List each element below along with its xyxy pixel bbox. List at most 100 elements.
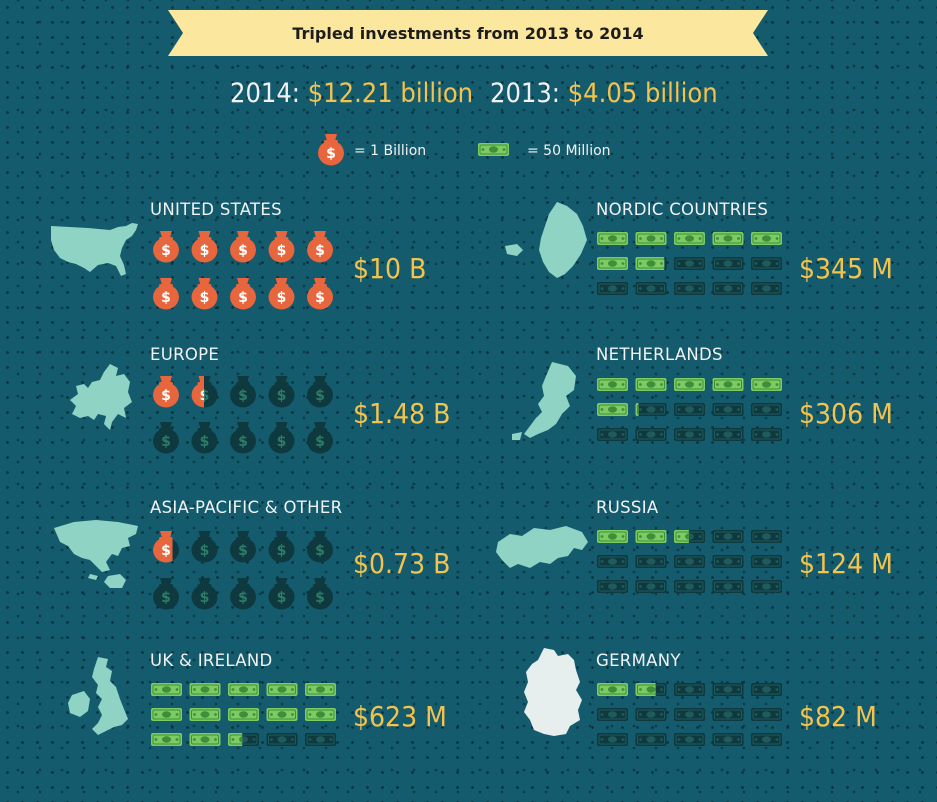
svg-text:$: $: [315, 290, 325, 306]
banknote-icon-germany-8: [674, 708, 705, 721]
banknote-icon-uk-ireland-9: [266, 708, 298, 721]
money-bag-icon-united-states-3: $$: [230, 231, 256, 263]
svg-text:$: $: [161, 590, 171, 606]
svg-text:$: $: [200, 388, 210, 404]
banknote-icon-germany-5: [751, 683, 782, 696]
banknote-icon-nordic-countries-4: [712, 232, 744, 245]
total-2013-year: 2013:: [490, 78, 560, 109]
germany-map-icon: [524, 648, 582, 736]
banknote-icon-russia-11: [597, 580, 628, 593]
banknote-icon-nordic-countries-15: [751, 282, 782, 295]
money-bag-icon-asia-pacific-other-3: $: [230, 531, 256, 563]
banknote-icon-germany-4: [712, 683, 744, 696]
money-bag-icon-europe-7: $: [191, 422, 218, 454]
money-bag-icon-asia-pacific-other-8: $: [230, 578, 256, 610]
banknote-icon-germany-14: [712, 733, 744, 746]
total-2014: 2014: $12.21 billion: [230, 78, 473, 109]
banknote-icon-russia-12: [635, 580, 667, 593]
svg-text:$: $: [161, 434, 171, 450]
legend-banknote-icon: [478, 143, 509, 156]
money-bag-icon-europe-5: $: [307, 376, 333, 408]
banknote-icon-nordic-countries-1: [597, 232, 628, 245]
banknote-icon-netherlands-10: [751, 403, 782, 416]
banknote-icon-russia-7: [635, 555, 667, 568]
banknote-icon-nordic-countries-5: [751, 232, 782, 245]
banknote-icon-nordic-countries-3: [674, 232, 705, 245]
value-label-germany: $82 M: [799, 700, 877, 733]
united-states-map-icon: [51, 223, 138, 276]
banknote-icon-uk-ireland-3: [228, 683, 259, 696]
banknote-icon-netherlands-3: [674, 378, 705, 391]
banknote-icon-russia-15: [751, 580, 782, 593]
banknote-icon-uk-ireland-1: [151, 683, 182, 696]
banknote-icon-netherlands-6: [597, 403, 628, 416]
svg-text:$: $: [238, 434, 248, 450]
banknote-icon-germany-2: [635, 683, 667, 696]
money-bag-icon-asia-pacific-other-10: $: [307, 578, 333, 610]
banknote-icon-uk-ireland-6: [151, 708, 182, 721]
netherlands-map-icon: [512, 362, 576, 440]
russia-map-icon: [496, 526, 588, 568]
money-bag-icon-europe-4: $: [268, 376, 295, 408]
banknote-icon-netherlands-12: [635, 428, 667, 441]
banknote-icon-germany-12: [635, 733, 667, 746]
banknote-icon-netherlands-8: [674, 403, 705, 416]
banknote-icon-netherlands-4: [712, 378, 744, 391]
svg-text:$: $: [238, 388, 248, 404]
region-label-germany: GERMANY: [596, 651, 681, 670]
banknote-icon-netherlands-1: [597, 378, 628, 391]
banknote-icon-germany-7: [635, 708, 667, 721]
banknote-icon-nordic-countries-2: [635, 232, 667, 245]
svg-text:$: $: [315, 243, 325, 259]
money-bag-icon-asia-pacific-other-2: $: [191, 531, 218, 563]
svg-text:$: $: [200, 243, 210, 259]
svg-text:$: $: [238, 590, 248, 606]
money-bag-icon-europe-10: $: [307, 422, 333, 454]
svg-text:$: $: [200, 543, 210, 559]
svg-text:$: $: [277, 543, 287, 559]
title-banner: Tripled investments from 2013 to 2014: [168, 10, 768, 56]
banknote-icon-nordic-countries-9: [712, 257, 744, 270]
svg-text:$: $: [277, 434, 287, 450]
svg-text:$: $: [200, 590, 210, 606]
banknote-icon-russia-2: [635, 530, 667, 543]
money-bag-icon-united-states-9: $$: [268, 278, 295, 310]
money-bag-icon-united-states-5: $$: [307, 231, 333, 263]
legend-money-bag-icon: $$: [318, 134, 344, 166]
money-bag-icon-asia-pacific-other-6: $: [153, 578, 179, 610]
banknote-icon-russia-3: [674, 530, 705, 543]
money-bag-icon-united-states-1: $$: [153, 231, 179, 263]
banknote-icon-nordic-countries-6: [597, 257, 628, 270]
svg-text:$: $: [315, 543, 325, 559]
money-bag-icon-europe-2: $$: [191, 376, 218, 408]
banknote-icon-nordic-countries-10: [751, 257, 782, 270]
banknote-icon-germany-6: [597, 708, 628, 721]
svg-text:$: $: [161, 388, 171, 404]
banknote-icon-netherlands-14: [712, 428, 744, 441]
banknote-icon-russia-1: [597, 530, 628, 543]
banknote-icon-uk-ireland-11: [151, 733, 182, 746]
region-label-nordic: NORDIC COUNTRIES: [596, 200, 769, 219]
banknote-icon-uk-ireland-10: [305, 708, 336, 721]
banknote-icon-uk-ireland-15: [305, 733, 336, 746]
svg-text:$: $: [315, 388, 325, 404]
banknote-icon-russia-6: [597, 555, 628, 568]
svg-text:$: $: [315, 434, 325, 450]
value-label-nordic: $345 M: [799, 252, 893, 285]
total-2014-amount: $12.21 billion: [307, 78, 474, 109]
money-bag-icon-europe-6: $: [153, 422, 179, 454]
banknote-icon-germany-1: [597, 683, 628, 696]
banknote-icon-netherlands-9: [712, 403, 744, 416]
money-bag-icon-united-states-4: $$: [268, 231, 295, 263]
banknote-icon-netherlands-15: [751, 428, 782, 441]
svg-text:$: $: [326, 146, 336, 162]
asia-pacific-map-icon: [54, 520, 138, 588]
banknote-icon-netherlands-7: [635, 403, 667, 416]
money-bag-icon-europe-1: $$: [153, 376, 179, 408]
banknote-icon-nordic-countries-13: [674, 282, 705, 295]
region-label-netherlands: NETHERLANDS: [596, 345, 723, 364]
banknote-icon-germany-3: [674, 683, 705, 696]
banknote-icon-germany-15: [751, 733, 782, 746]
banknote-icon-uk-ireland-8: [228, 708, 259, 721]
banknote-icon-russia-5: [751, 530, 782, 543]
